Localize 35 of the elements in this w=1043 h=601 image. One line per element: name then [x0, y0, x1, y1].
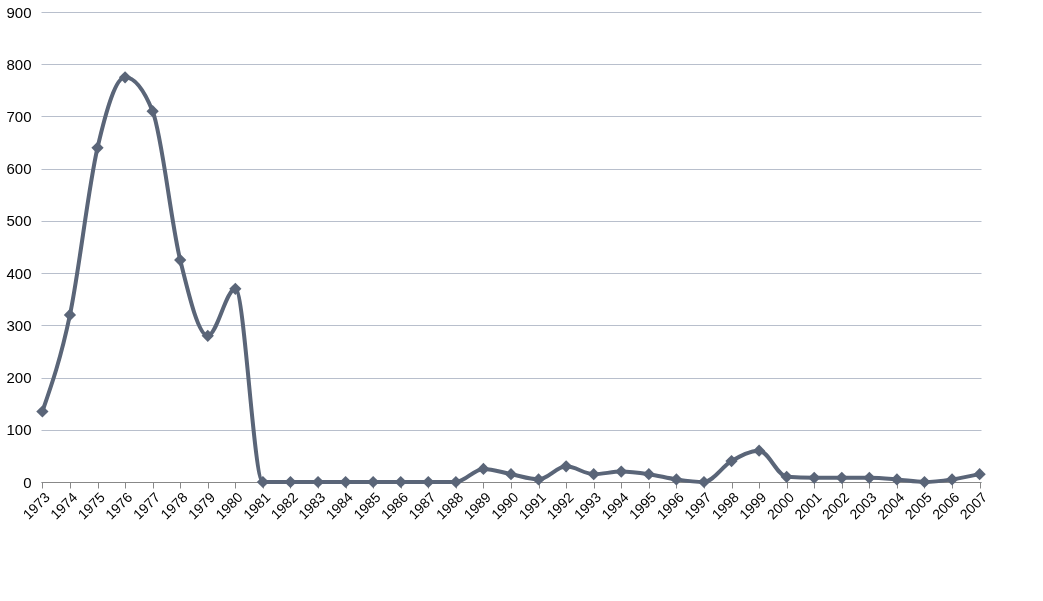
point	[670, 473, 683, 486]
y-tick-label: 600	[6, 160, 32, 178]
point	[91, 141, 104, 154]
point	[174, 253, 187, 267]
point	[477, 462, 490, 476]
y-tick-label: 200	[6, 369, 32, 387]
point	[394, 475, 407, 489]
point	[560, 460, 573, 473]
point	[504, 468, 518, 481]
point	[697, 475, 711, 489]
point	[918, 475, 931, 489]
point	[422, 475, 435, 489]
y-tick-label: 900	[6, 3, 32, 21]
point	[63, 308, 77, 322]
point	[890, 473, 904, 486]
point	[752, 444, 766, 457]
y-tick-label: 500	[6, 212, 32, 230]
point	[118, 71, 132, 84]
y-tick-label: 100	[6, 421, 32, 439]
y-tick-label: 700	[6, 107, 32, 125]
point	[284, 475, 297, 489]
point	[146, 105, 159, 118]
point	[973, 468, 986, 481]
point	[229, 282, 242, 295]
point	[725, 454, 738, 468]
point	[201, 329, 214, 342]
y-tick-label: 0	[23, 473, 32, 491]
y-tick-label: 400	[6, 264, 32, 282]
point	[587, 468, 600, 481]
point	[36, 405, 49, 418]
y-tick-label: 300	[6, 316, 32, 334]
point	[945, 473, 959, 486]
point	[642, 468, 655, 481]
point	[339, 475, 352, 489]
y-tick-label: 800	[6, 55, 32, 73]
